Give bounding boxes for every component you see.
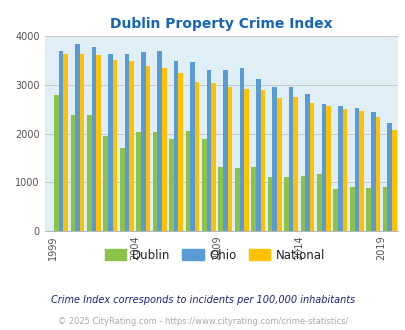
Bar bbox=[255, 79, 260, 231]
Bar bbox=[326, 106, 330, 231]
Bar bbox=[206, 70, 211, 231]
Bar bbox=[96, 55, 100, 231]
Bar bbox=[194, 82, 199, 231]
Bar bbox=[59, 51, 63, 231]
Title: Dublin Property Crime Index: Dublin Property Crime Index bbox=[110, 17, 332, 31]
Bar bbox=[63, 54, 68, 231]
Bar bbox=[145, 66, 150, 231]
Bar bbox=[162, 68, 166, 231]
Bar bbox=[375, 116, 379, 231]
Bar bbox=[152, 132, 157, 231]
Bar bbox=[305, 94, 309, 231]
Legend: Dublin, Ohio, National: Dublin, Ohio, National bbox=[100, 244, 329, 266]
Bar bbox=[365, 188, 370, 231]
Bar bbox=[386, 123, 391, 231]
Bar bbox=[382, 187, 386, 231]
Bar bbox=[80, 54, 84, 231]
Bar bbox=[354, 108, 358, 231]
Bar bbox=[185, 131, 190, 231]
Bar bbox=[178, 73, 183, 231]
Bar bbox=[103, 136, 108, 231]
Bar bbox=[173, 61, 178, 231]
Bar bbox=[288, 87, 293, 231]
Bar bbox=[267, 177, 272, 231]
Bar bbox=[70, 115, 75, 231]
Bar bbox=[141, 52, 145, 231]
Bar bbox=[75, 44, 80, 231]
Bar bbox=[218, 167, 222, 231]
Bar bbox=[211, 82, 215, 231]
Bar bbox=[136, 132, 141, 231]
Bar bbox=[251, 167, 255, 231]
Bar bbox=[260, 90, 264, 231]
Bar bbox=[370, 112, 375, 231]
Bar bbox=[169, 139, 173, 231]
Bar bbox=[276, 98, 281, 231]
Bar bbox=[309, 104, 313, 231]
Bar bbox=[124, 54, 129, 231]
Bar bbox=[108, 54, 113, 231]
Bar bbox=[349, 187, 354, 231]
Text: © 2025 CityRating.com - https://www.cityrating.com/crime-statistics/: © 2025 CityRating.com - https://www.city… bbox=[58, 317, 347, 326]
Bar bbox=[300, 176, 305, 231]
Bar bbox=[54, 95, 59, 231]
Bar bbox=[391, 130, 396, 231]
Bar bbox=[129, 61, 133, 231]
Bar bbox=[333, 189, 337, 231]
Bar bbox=[119, 148, 124, 231]
Bar bbox=[113, 60, 117, 231]
Bar bbox=[337, 106, 342, 231]
Bar bbox=[284, 178, 288, 231]
Bar bbox=[234, 168, 239, 231]
Bar bbox=[358, 111, 363, 231]
Bar bbox=[293, 97, 297, 231]
Bar bbox=[239, 68, 243, 231]
Bar bbox=[272, 87, 276, 231]
Bar bbox=[87, 115, 92, 231]
Bar bbox=[243, 89, 248, 231]
Bar bbox=[222, 70, 227, 231]
Bar bbox=[227, 87, 232, 231]
Bar bbox=[202, 139, 206, 231]
Bar bbox=[190, 62, 194, 231]
Bar bbox=[342, 109, 346, 231]
Bar bbox=[157, 51, 162, 231]
Text: Crime Index corresponds to incidents per 100,000 inhabitants: Crime Index corresponds to incidents per… bbox=[51, 295, 354, 305]
Bar bbox=[321, 105, 326, 231]
Bar bbox=[316, 174, 321, 231]
Bar bbox=[92, 47, 96, 231]
